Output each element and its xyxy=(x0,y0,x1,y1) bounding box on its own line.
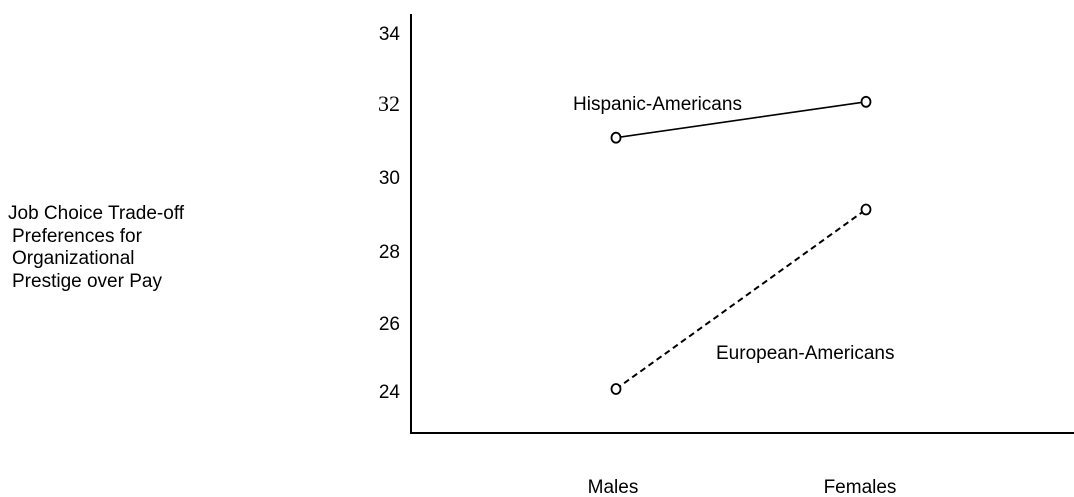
data-point-european-americans-females xyxy=(860,203,872,216)
y-axis-label-line-1: Job Choice Trade-off xyxy=(8,203,185,224)
data-point-hispanic-americans-males xyxy=(610,131,622,144)
data-point-european-americans-males xyxy=(610,383,622,395)
series-label-hispanic-americans: Hispanic-Americans xyxy=(573,94,742,115)
series-label-european-americans: European-Americans xyxy=(716,343,894,364)
y-axis-label-line-4: Prestige over Pay xyxy=(12,270,162,292)
y-axis-label: Job Choice Trade-off Preferences for Org… xyxy=(8,203,268,293)
y-axis-label-line-2: Preferences for xyxy=(12,225,142,247)
y-tick-label-26: 26 xyxy=(379,314,400,335)
series-line-european-americans xyxy=(615,208,867,390)
x-category-label-males: Males xyxy=(588,477,639,497)
y-tick-label-30: 30 xyxy=(379,168,400,189)
data-point-hispanic-americans-females xyxy=(860,95,872,108)
y-tick-label-24: 24 xyxy=(379,382,401,403)
x-category-label-females: Females xyxy=(824,477,897,497)
y-tick-label-34: 34 xyxy=(379,24,401,45)
y-tick-label-32: 32 xyxy=(378,91,400,116)
series-line-hispanic-americans xyxy=(615,101,867,139)
y-axis-label-line-3: Organizational xyxy=(12,248,135,269)
y-tick-label-28: 28 xyxy=(379,242,400,263)
